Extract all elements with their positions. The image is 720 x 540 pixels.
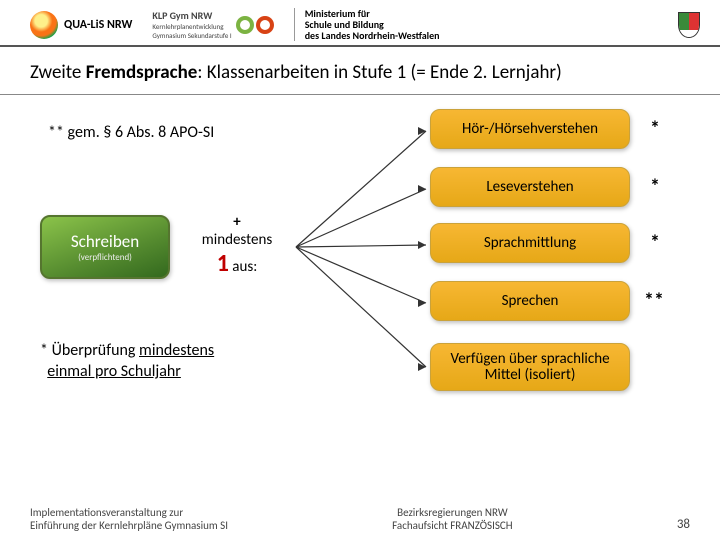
plus-label: +: [182, 213, 292, 231]
nrw-shield-icon: [678, 12, 700, 38]
qualis-text: QUA-LiS NRW: [64, 18, 132, 32]
box-leseverstehen: Leseverstehen: [430, 167, 630, 207]
mindestens-label: mindestens: [182, 231, 292, 249]
mindestens-block: + mindestens 1 aus:: [182, 213, 292, 278]
note-apo-si: ** gem. § 6 Abs. 8 APO-SI: [48, 123, 214, 142]
star-3: *: [650, 231, 660, 255]
check-u1: mindestens: [139, 341, 214, 360]
title-prefix: Zweite: [30, 61, 86, 84]
klp-title: KLP Gym NRW: [152, 9, 231, 22]
check-u2: einmal pro Schuljahr: [47, 362, 181, 381]
diagram-area: ** gem. § 6 Abs. 8 APO-SI Schreiben (ver…: [0, 95, 720, 465]
connector-lines-icon: [292, 115, 432, 385]
logo-klp: KLP Gym NRW Kernlehrplanentwicklung Gymn…: [152, 9, 273, 40]
box-schreiben: Schreiben (verpflichtend): [40, 215, 170, 279]
star-2: *: [650, 175, 660, 199]
box-sprechen: Sprechen: [430, 281, 630, 321]
qualis-icon: [30, 11, 58, 39]
star-4: **: [644, 289, 664, 313]
page-title: Zweite Fremdsprache: Klassenarbeiten in …: [0, 47, 720, 95]
check-note: * Überprüfung mindestens einmal pro Schu…: [40, 341, 214, 383]
check-prefix: * Überprüfung: [40, 341, 139, 360]
star-1: *: [650, 117, 660, 141]
footer-center: Bezirksregierungen NRW Fachaufsicht FRAN…: [392, 506, 512, 532]
one-number: 1: [217, 249, 229, 278]
box-verfuegen: Verfügen über sprachliche Mittel (isolie…: [430, 343, 630, 391]
box-hoerverstehen: Hör-/Hörsehverstehen: [430, 109, 630, 149]
gears-icon: [236, 16, 274, 34]
logo-qualis: QUA-LiS NRW: [30, 11, 132, 39]
footer: Implementationsveranstaltung zur Einführ…: [0, 506, 720, 532]
footer-left: Implementationsveranstaltung zur Einführ…: [30, 506, 228, 532]
klp-sub: Kernlehrplanentwicklung Gymnasium Sekund…: [152, 22, 231, 40]
schreiben-sub: (verpflichtend): [78, 252, 132, 263]
title-bold: Fremdsprache: [86, 61, 198, 84]
header-bar: QUA-LiS NRW KLP Gym NRW Kernlehrplanentw…: [0, 0, 720, 47]
page-number: 38: [677, 517, 690, 532]
title-rest: : Klassenarbeiten in Stufe 1 (= Ende 2. …: [197, 61, 561, 84]
schreiben-label: Schreiben: [71, 231, 139, 252]
aus-label: aus:: [229, 258, 257, 276]
ministry-text: Ministerium für Schule und Bildung des L…: [294, 8, 440, 41]
box-sprachmittlung: Sprachmittlung: [430, 223, 630, 263]
